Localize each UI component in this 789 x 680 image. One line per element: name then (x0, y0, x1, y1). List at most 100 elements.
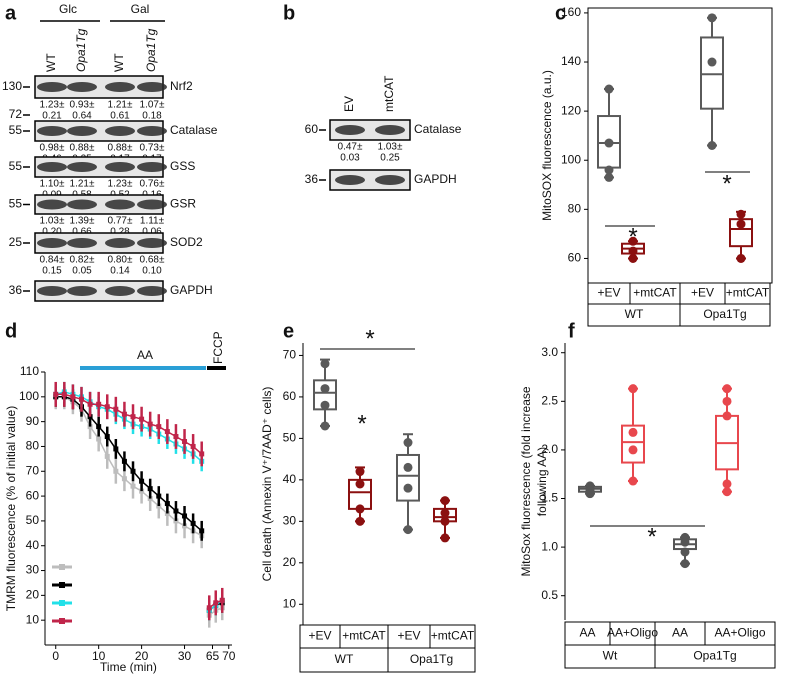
lane-label: Opa1Tg (74, 28, 88, 72)
group-label: Wt (603, 649, 618, 663)
data-point (403, 525, 413, 535)
data-point (680, 537, 690, 547)
quantification: 0.93± (70, 100, 95, 111)
data-point (604, 165, 614, 175)
box (700, 36, 724, 110)
y-tick-label: 80 (26, 439, 40, 453)
category-label: +mtCAT (726, 286, 770, 300)
category-label: +mtCAT (633, 286, 677, 300)
data-point (628, 246, 638, 256)
series-line (55, 391, 223, 611)
size-marker: 25 (9, 235, 23, 249)
group-label: Opa1Tg (703, 307, 746, 321)
data-point (722, 487, 732, 497)
group-label: Opa1Tg (410, 652, 453, 666)
data-point (440, 533, 450, 543)
quantification: 0.88± (108, 143, 133, 154)
quantification: 0.98± (40, 143, 65, 154)
quantification: 0.88± (70, 143, 95, 154)
blot-band (67, 238, 97, 248)
data-point (604, 172, 614, 182)
significance: * (722, 170, 731, 197)
quantification: 0.47± (338, 142, 363, 153)
y-tick-label: 100 (19, 389, 39, 403)
category-label: AA (672, 626, 688, 640)
y-tick-label: 2.0 (541, 442, 558, 456)
category-label: +EV (308, 629, 331, 643)
panel-label: f (568, 320, 575, 342)
blot-band (137, 199, 167, 210)
quantification: 0.05 (72, 266, 92, 277)
protein-name: SOD2 (170, 235, 203, 249)
y-tick-label: 2.5 (541, 393, 558, 407)
legend-marker (59, 600, 65, 606)
blot-band (105, 238, 135, 248)
y-tick-label: 3.0 (541, 345, 558, 359)
annotation: AA (137, 348, 153, 362)
data-point (320, 359, 330, 369)
quantification: 1.10± (40, 179, 65, 190)
blot-band (137, 162, 167, 172)
y-tick-label: 10 (26, 612, 40, 626)
data-point (707, 13, 717, 23)
blot-band (105, 82, 135, 92)
blot-band (375, 125, 405, 135)
size-marker: 55 (9, 159, 23, 173)
y-tick-label: 140 (561, 54, 581, 68)
y-tick-label: 1.5 (541, 491, 558, 505)
y-tick-label: 70 (26, 463, 40, 477)
legend-marker (59, 564, 65, 570)
annotation: FCCP (211, 331, 225, 364)
y-tick-label: 80 (568, 202, 582, 216)
blot-band (37, 286, 67, 296)
data-point (628, 476, 638, 486)
quantification: 0.21 (42, 111, 62, 122)
data-point (722, 411, 732, 421)
lane-label: Opa1Tg (144, 28, 158, 72)
data-point (736, 209, 746, 219)
blot-band (67, 199, 97, 210)
panel-label: e (283, 320, 294, 342)
y-tick-label: 30 (283, 513, 297, 527)
quantification: 0.61 (110, 111, 130, 122)
size-marker: 36 (9, 283, 23, 297)
quantification: 0.77± (108, 216, 133, 227)
category-label: +EV (397, 629, 420, 643)
point-marker (199, 451, 205, 457)
box (621, 424, 645, 464)
category-label: +EV (691, 286, 714, 300)
series-line (55, 393, 223, 609)
blot-band (105, 286, 135, 296)
significance: * (628, 223, 637, 250)
quantification: 0.64 (72, 111, 92, 122)
data-point (628, 236, 638, 246)
data-point (628, 384, 638, 394)
data-point (585, 489, 595, 499)
quantification: 0.82± (70, 255, 95, 266)
data-point (403, 483, 413, 493)
blot-band (37, 199, 67, 210)
series-line (55, 396, 223, 616)
significance: * (647, 523, 656, 550)
series-line (55, 396, 223, 611)
y-tick-label: 50 (283, 431, 297, 445)
data-point (736, 219, 746, 229)
quantification: 0.80± (108, 255, 133, 266)
group-label: Glc (59, 2, 77, 16)
blot-band (137, 82, 167, 92)
y-tick-label: 120 (561, 103, 581, 117)
quantification: 1.21± (108, 100, 133, 111)
protein-name: GSS (170, 159, 195, 173)
data-point (736, 253, 746, 263)
quantification: 0.76± (140, 179, 165, 190)
blot-band (37, 126, 67, 136)
x-tick-label: 0 (52, 649, 59, 663)
data-point (440, 516, 450, 526)
quantification: 0.28 (110, 227, 130, 238)
data-point (355, 516, 365, 526)
panel-label: a (5, 2, 17, 24)
y-tick-label: 20 (26, 588, 40, 602)
y-tick-label: 110 (20, 364, 39, 378)
blot-band (105, 162, 135, 172)
